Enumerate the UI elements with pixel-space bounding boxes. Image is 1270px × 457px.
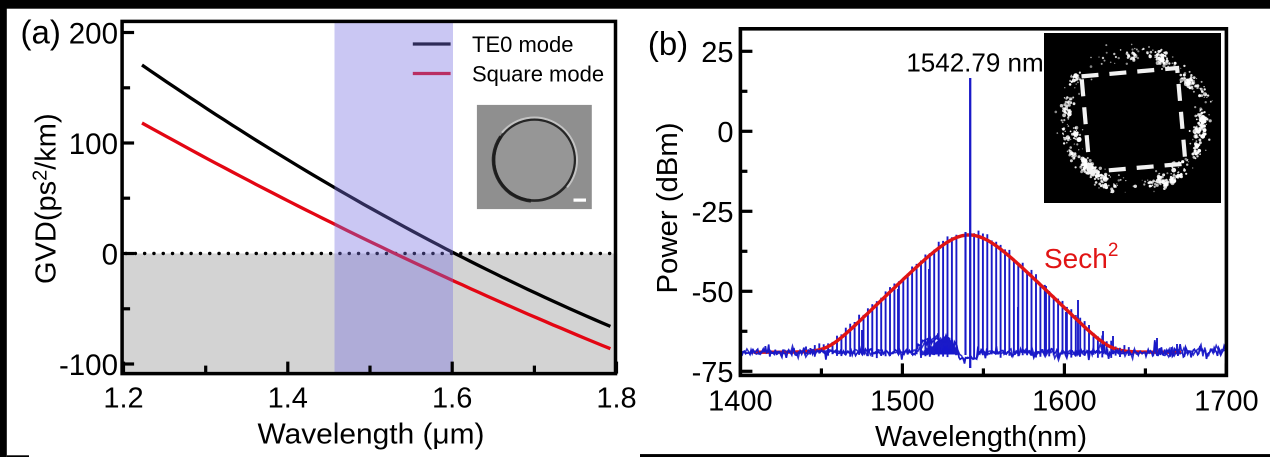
svg-text:1.6: 1.6 (432, 383, 472, 415)
svg-text:1400: 1400 (708, 385, 773, 417)
svg-text:0: 0 (102, 239, 118, 272)
svg-text:1600: 1600 (1032, 385, 1097, 417)
svg-text:0: 0 (717, 117, 733, 149)
svg-text:Wavelength (μm): Wavelength (μm) (258, 419, 485, 451)
svg-text:TE0 mode: TE0 mode (472, 32, 574, 57)
svg-text:1.2: 1.2 (103, 383, 143, 415)
svg-text:(a): (a) (21, 14, 61, 51)
svg-text:Square mode: Square mode (472, 62, 604, 87)
svg-text:25: 25 (701, 37, 733, 69)
svg-text:Wavelength(nm): Wavelength(nm) (875, 421, 1087, 453)
svg-text:1.8: 1.8 (596, 383, 636, 415)
svg-text:1.4: 1.4 (268, 383, 308, 415)
svg-text:-75: -75 (692, 357, 734, 389)
svg-text:100: 100 (69, 128, 118, 161)
svg-text:Sech2: Sech2 (1044, 240, 1118, 274)
svg-text:-50: -50 (692, 277, 734, 309)
svg-text:1700: 1700 (1194, 385, 1259, 417)
svg-text:(b): (b) (648, 25, 688, 62)
svg-text:Power (dBm): Power (dBm) (652, 123, 684, 294)
svg-text:-100: -100 (59, 349, 118, 382)
svg-text:200: 200 (69, 18, 118, 51)
svg-text:-25: -25 (692, 197, 734, 229)
svg-text:GVD(ps2/km): GVD(ps2/km) (30, 113, 63, 284)
svg-text:1500: 1500 (870, 385, 935, 417)
svg-text:1542.79 nm: 1542.79 nm (906, 48, 1043, 78)
